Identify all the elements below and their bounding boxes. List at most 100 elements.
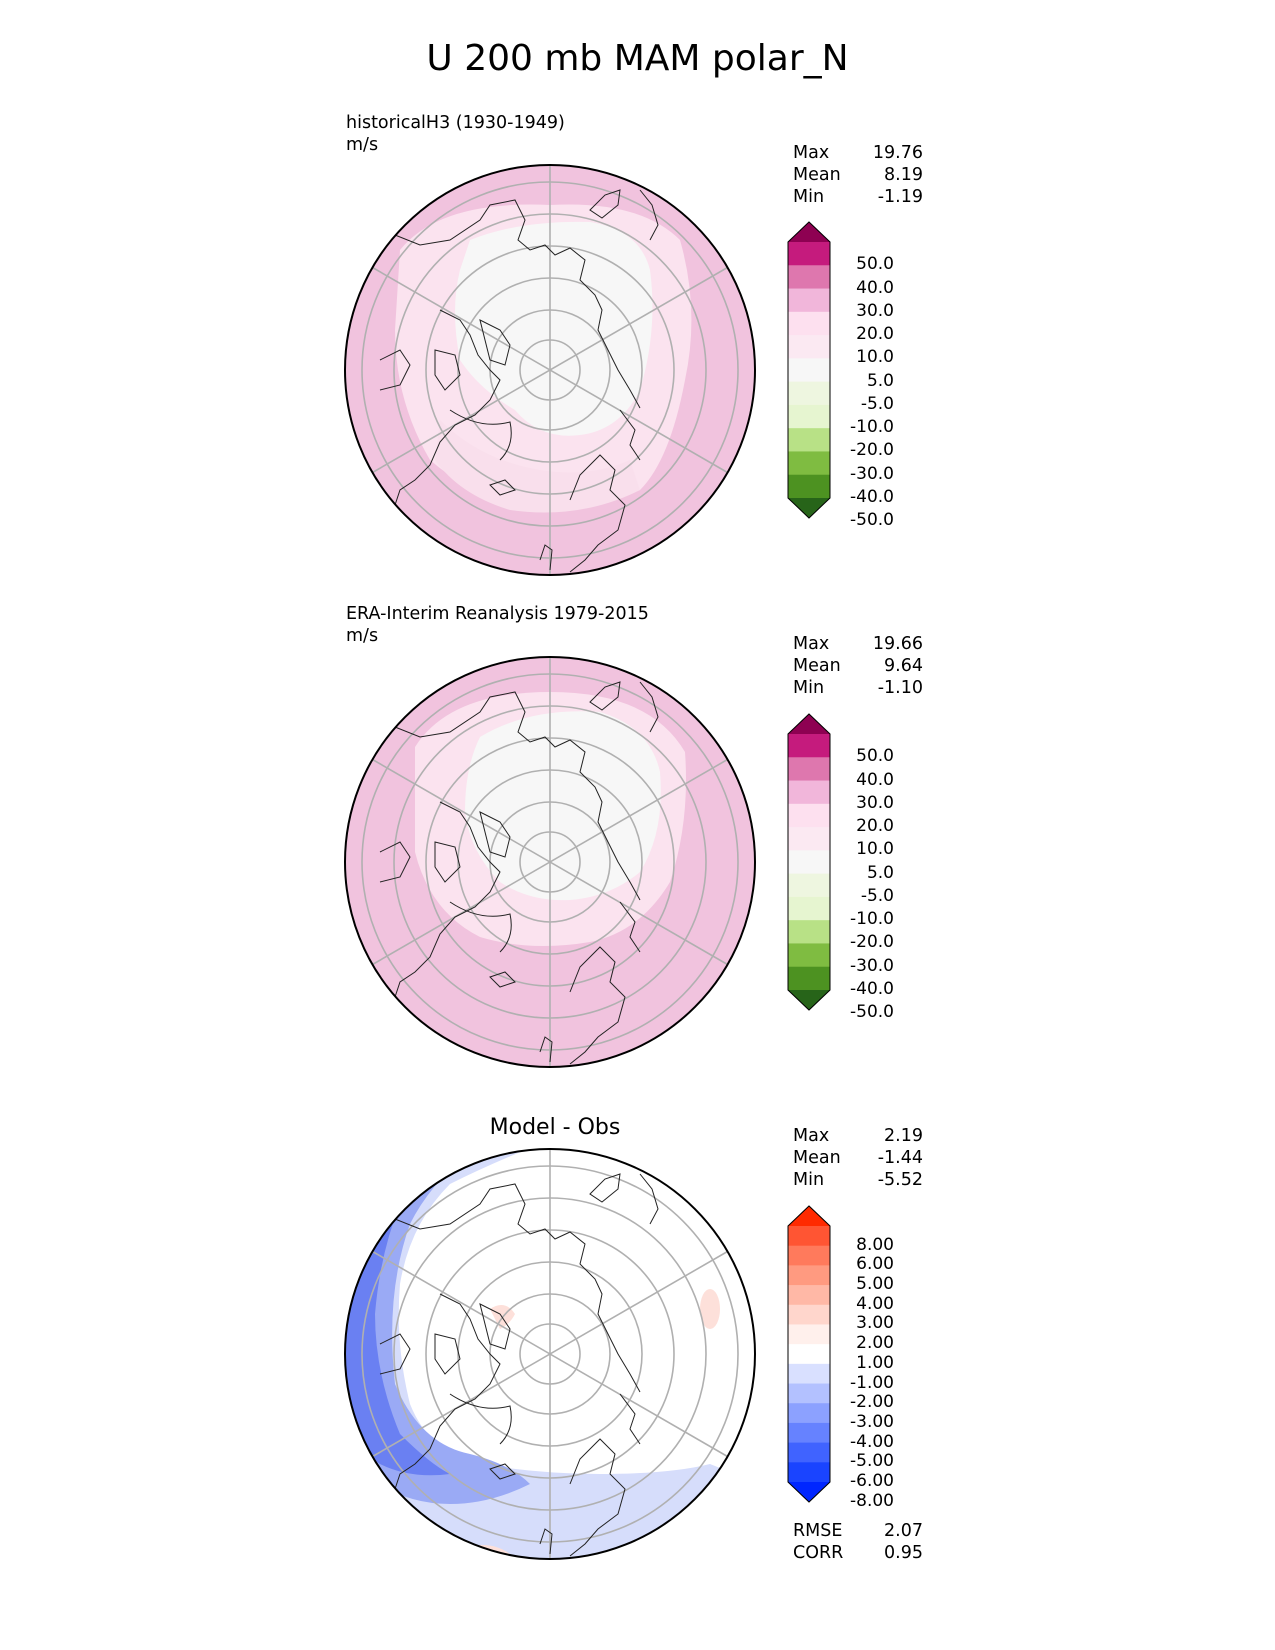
colorbar-segment	[788, 1226, 830, 1247]
diff-panel-title: Model - Obs	[489, 1115, 621, 1140]
diff-stat-mean: Mean -1.44	[793, 1148, 923, 1168]
obs-stat-mean: Mean 9.64	[793, 656, 923, 676]
model-panel-label: historicalH3 (1930-1949) m/s	[346, 112, 565, 156]
colorbar-segment	[788, 1462, 830, 1483]
colorbar-tick-label: 5.0	[866, 370, 894, 391]
colorbar-segment	[788, 1422, 830, 1444]
colorbar-segment	[788, 288, 830, 313]
diff-coastlines	[379, 1173, 659, 1557]
colorbar-tick-label: -5.00	[850, 1451, 894, 1472]
obs-map-boundary	[344, 656, 756, 1068]
model-polar-map	[344, 164, 756, 576]
colorbar-segment	[788, 311, 830, 336]
diff-stats: Max 2.19 Mean -1.44 Min -5.52	[793, 1125, 923, 1191]
colorbar-tick-label: -50.0	[850, 510, 894, 531]
colorbar-outline	[787, 1205, 831, 1503]
figure-title: U 200 mb MAM polar_N	[426, 38, 849, 79]
diff-graticule	[361, 1149, 739, 1559]
colorbar-tick-label: 50.0	[856, 254, 894, 275]
model-coastlines	[379, 189, 659, 573]
colorbar-segment	[788, 428, 830, 452]
colorbar-tick-label: 50.0	[856, 746, 894, 767]
colorbar-tick-label: -2.00	[850, 1392, 894, 1413]
obs-graticule	[361, 657, 739, 1067]
colorbar-tick-label: -8.00	[850, 1490, 894, 1511]
obs-stat-min: Min -1.10	[793, 678, 923, 698]
colorbar-outline	[787, 713, 831, 1011]
diff-colorbar-ticks: 8.00 6.00 5.00 4.00 3.00 2.00 1.00 -1.00 -2.00 -3…	[836, 1204, 916, 1511]
colorbar-tick-label: 5.0	[866, 862, 894, 883]
model-stat-min: Min -1.19	[793, 187, 923, 207]
colorbar-segment	[788, 1363, 830, 1385]
colorbar-tick-label: -3.00	[850, 1411, 894, 1432]
colorbar-tick-label: 40.0	[856, 769, 894, 790]
model-stats: Max 19.76 Mean 8.19 Min -1.19	[793, 142, 923, 208]
colorbar-tick-label: -6.00	[850, 1471, 894, 1491]
model-units-label: m/s	[346, 135, 379, 155]
colorbar-tick-label: 4.00	[856, 1293, 894, 1314]
colorbar-outline	[787, 221, 831, 519]
diff-metric-rmse: RMSE 2.07	[793, 1521, 923, 1541]
colorbar-extend-min	[788, 498, 830, 518]
colorbar-tick-label: -10.0	[850, 909, 894, 930]
obs-stats: Max 19.66 Mean 9.64 Min -1.10	[793, 633, 923, 699]
colorbar-tick-label: 10.0	[856, 347, 894, 368]
colorbar-tick-label: -20.0	[850, 440, 894, 461]
colorbar-segment	[788, 1285, 830, 1306]
colorbar-segment	[788, 358, 830, 383]
model-map-boundary	[344, 164, 756, 576]
model-stat-max: Max 19.76	[793, 143, 923, 163]
colorbar-extend-min	[788, 990, 830, 1010]
colorbar-segment	[788, 242, 830, 266]
colorbar-segment	[788, 1304, 830, 1325]
colorbar-tick-label: -30.0	[850, 955, 894, 976]
colorbar-segment	[788, 873, 830, 898]
colorbar-tick-label: -4.00	[850, 1431, 894, 1452]
colorbar-segment	[788, 1265, 830, 1286]
colorbar-segment	[788, 734, 830, 758]
colorbar-tick-label: -50.0	[850, 1002, 894, 1023]
colorbar-tick-label: -5.0	[860, 393, 894, 414]
diff-field-dark-blue	[345, 1204, 450, 1476]
colorbar-tick-label: -30.0	[850, 463, 894, 484]
colorbar-segment	[788, 1324, 830, 1345]
colorbar-tick-label: 40.0	[856, 277, 894, 298]
diff-stat-max: Max 2.19	[793, 1126, 923, 1146]
colorbar-tick-label: 5.00	[856, 1274, 894, 1295]
colorbar-segment	[788, 335, 830, 359]
colorbar-segment	[788, 943, 830, 968]
colorbar-segment	[788, 1245, 830, 1266]
obs-stat-max: Max 19.66	[793, 634, 923, 654]
colorbar-extend-min	[788, 1482, 830, 1502]
colorbar-segment	[788, 1403, 830, 1424]
colorbar-tick-label: 30.0	[856, 300, 894, 321]
model-graticule	[361, 165, 739, 575]
colorbar-tick-label: 20.0	[856, 816, 894, 837]
model-field-core	[455, 221, 653, 436]
colorbar-tick-label: -10.0	[850, 417, 894, 438]
diff-field-positive-2	[700, 1289, 720, 1329]
colorbar-extend-max	[788, 222, 830, 242]
colorbar-segment	[788, 1383, 830, 1404]
colorbar-segment	[788, 1344, 830, 1365]
obs-colorbar	[787, 713, 831, 1011]
model-colorbar	[787, 221, 831, 519]
colorbar-segment	[788, 966, 830, 991]
colorbar-tick-label: 8.00	[856, 1234, 894, 1255]
colorbar-tick-label: -20.0	[850, 932, 894, 953]
colorbar-extend-max	[788, 714, 830, 734]
diff-map-boundary	[344, 1148, 756, 1560]
colorbar-tick-label: 1.00	[856, 1352, 894, 1373]
diff-metrics: RMSE 2.07 CORR 0.95	[793, 1520, 923, 1564]
diff-field-neutral	[475, 1190, 692, 1430]
colorbar-segment	[788, 474, 830, 499]
model-field-band	[435, 420, 640, 513]
obs-colorbar-ticks: 50.0 40.0 30.0 20.0 10.0 5.0 -5.0 -10.0 -20.0 -30…	[836, 712, 916, 1022]
colorbar-tick-label: 20.0	[856, 324, 894, 345]
obs-units-label: m/s	[346, 626, 379, 646]
obs-coastlines	[379, 681, 659, 1065]
obs-dataset-label: ERA-Interim Reanalysis 1979-2015	[346, 604, 649, 624]
diff-polar-map	[344, 1148, 756, 1560]
colorbar-segment	[788, 850, 830, 875]
colorbar-tick-label: -40.0	[850, 487, 894, 507]
